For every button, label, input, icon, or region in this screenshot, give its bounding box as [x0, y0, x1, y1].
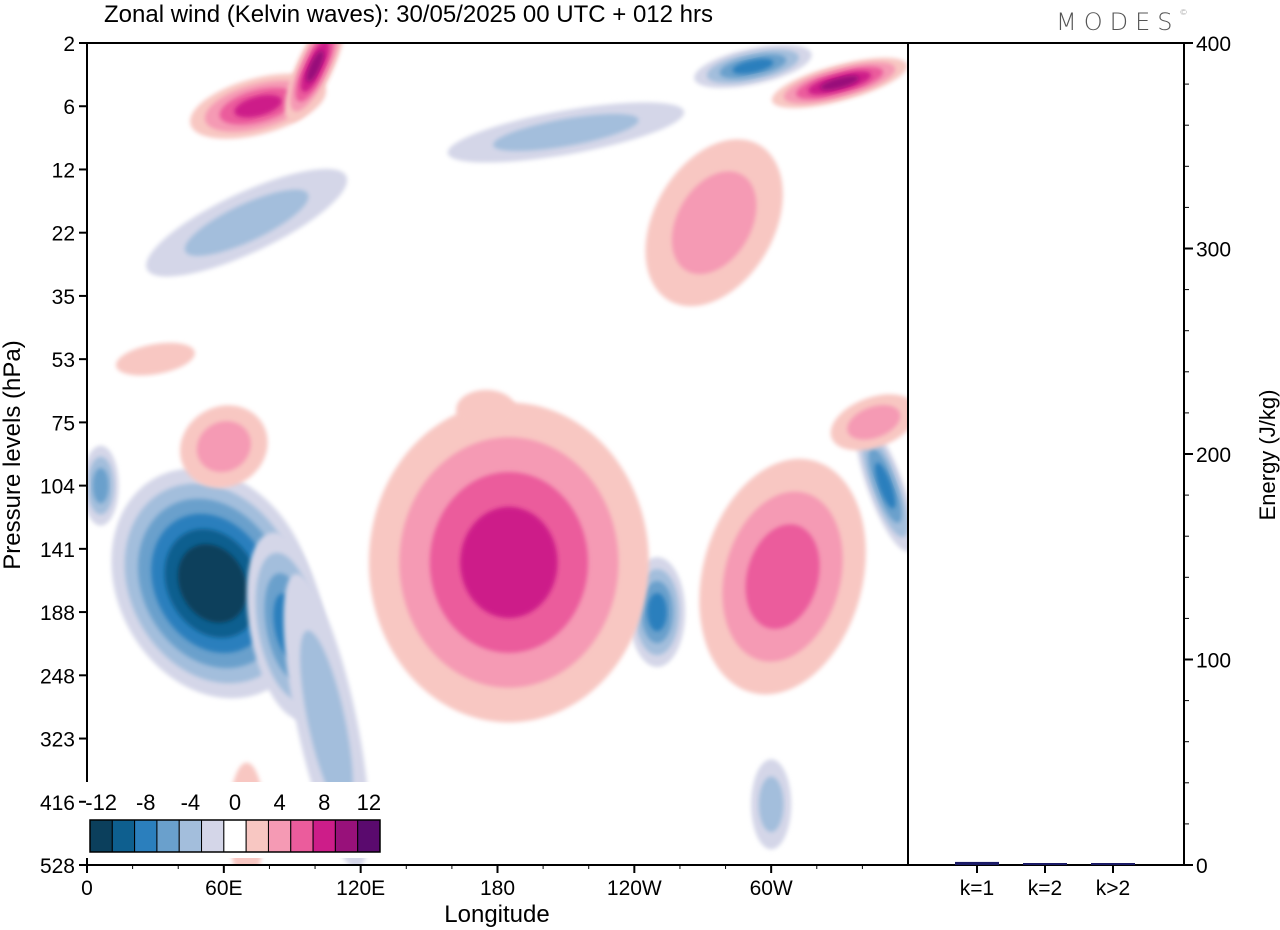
y-tick-label: 323 [40, 729, 75, 752]
easterly-contour [493, 113, 639, 151]
westerly-contour [234, 94, 282, 118]
colorbar-swatch [89, 819, 113, 853]
colorbar-swatch [201, 819, 225, 853]
colorbar-swatch [156, 819, 180, 853]
easterly-contour [647, 592, 667, 632]
westerly-contour [847, 405, 901, 440]
y-tick-label: 22 [52, 223, 75, 246]
colorbar-swatch [312, 819, 336, 853]
easterly-contour [732, 58, 774, 74]
colorbar-swatch [111, 819, 136, 853]
energy-tick-label: 200 [1196, 444, 1231, 467]
colorbar-label: 12 [357, 790, 381, 815]
y-tick-label: 248 [40, 665, 75, 688]
easterly-contour [758, 776, 784, 832]
colorbar-swatch [357, 819, 381, 853]
colorbar-swatch [134, 819, 158, 853]
colorbar-label: 8 [318, 790, 330, 815]
y-tick-label: 416 [40, 792, 75, 815]
modes-logo: MODES© [1056, 8, 1188, 36]
y-tick-label: 141 [40, 539, 75, 562]
energy-tick-label: 400 [1196, 33, 1231, 56]
x-tick-label: 120E [336, 877, 385, 900]
energy-tick-label: 300 [1196, 239, 1231, 262]
energy-category-label: k=2 [1028, 877, 1062, 900]
colorbar-label: 0 [229, 790, 241, 815]
energy-bar-k=1 [955, 861, 999, 865]
energy-bar-k>2 [1091, 863, 1135, 865]
easterly-contour [177, 544, 247, 623]
westerly-contour [196, 421, 251, 473]
westerly-contour [306, 50, 324, 83]
y-tick-label: 53 [52, 349, 75, 372]
y-tick-label: 188 [40, 602, 75, 625]
energy-category-label: k>2 [1096, 877, 1130, 900]
easterly-contour [92, 467, 109, 504]
energy-axis-title: Energy (J/kg) [1255, 390, 1280, 521]
westerly-contour [115, 342, 195, 376]
colorbar: -12 -8 -4 0 4 8 12 [85, 782, 384, 858]
energy-bars: k=1 k=2 k>2 [955, 861, 1135, 900]
x-tick-label: 0 [81, 877, 93, 900]
y-tick-label: 528 [40, 855, 75, 878]
colorbar-swatch [245, 819, 269, 853]
x-tick-label: 60E [205, 877, 242, 900]
westerly-contour [460, 506, 558, 619]
contour-field [87, 43, 908, 865]
chart-title: Zonal wind (Kelvin waves): 30/05/2025 00… [104, 1, 713, 28]
colorbar-swatch [334, 819, 359, 853]
longitude-axis: 0 60E 120E 180 120W 60W [81, 865, 863, 900]
energy-tick-label: 100 [1196, 650, 1231, 673]
easterly-contour [300, 630, 353, 812]
x-tick-label: 120W [607, 877, 662, 900]
colorbar-swatch [178, 819, 203, 853]
energy-axis: 0 100 200 300 400 [1184, 33, 1231, 878]
y-tick-label: 12 [52, 159, 75, 182]
colorbar-label: 4 [273, 790, 285, 815]
westerly-contour [456, 389, 517, 430]
y-axis-title: Pressure levels (hPa) [0, 340, 26, 569]
colorbar-swatch [267, 819, 292, 853]
westerly-contour [671, 171, 757, 275]
y-tick-label: 6 [63, 96, 75, 119]
westerly-contour [820, 75, 859, 91]
colorbar-label: -8 [136, 790, 156, 815]
x-axis-title: Longitude [444, 901, 549, 928]
energy-category-label: k=1 [960, 877, 994, 900]
x-tick-label: 180 [480, 877, 515, 900]
energy-plot-frame [907, 42, 1185, 866]
easterly-contour [184, 189, 309, 256]
y-tick-label: 2 [63, 33, 75, 56]
y-tick-label: 104 [40, 476, 75, 499]
y-tick-label: 75 [52, 412, 75, 435]
y-tick-label: 35 [52, 286, 75, 309]
colorbar-label: -12 [85, 790, 117, 815]
colorbar-label: -4 [181, 790, 201, 815]
pressure-axis: 2 6 12 22 35 53 75 104 141 188 248 323 416 528 [40, 33, 87, 878]
energy-tick-label: 0 [1196, 855, 1208, 878]
x-tick-label: 60W [750, 877, 793, 900]
westerly-contour [745, 524, 820, 629]
easterly-contour [874, 462, 896, 509]
colorbar-swatch [290, 819, 314, 853]
colorbar-border [89, 819, 381, 853]
energy-bar-k=2 [1023, 863, 1067, 865]
colorbar-swatch [223, 819, 247, 853]
